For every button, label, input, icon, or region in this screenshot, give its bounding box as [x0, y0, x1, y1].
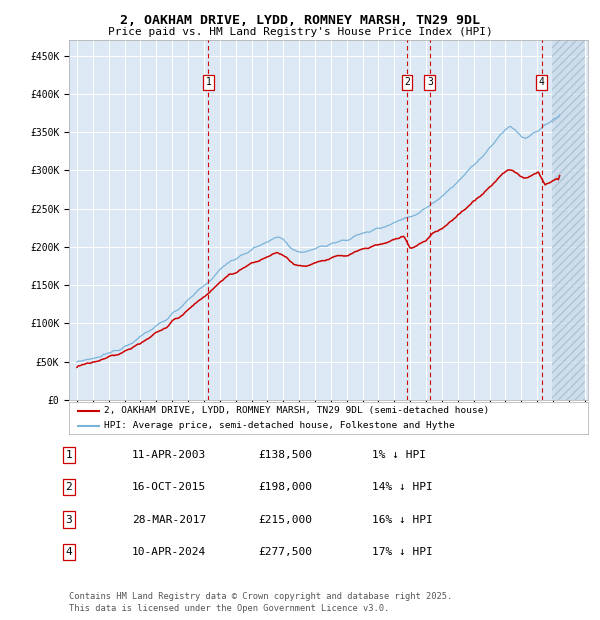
Text: 16-OCT-2015: 16-OCT-2015 [132, 482, 206, 492]
Text: 11-APR-2003: 11-APR-2003 [132, 450, 206, 460]
Polygon shape [552, 40, 585, 400]
Text: 3: 3 [427, 78, 433, 87]
Text: 1: 1 [205, 78, 211, 87]
Text: 1% ↓ HPI: 1% ↓ HPI [372, 450, 426, 460]
Text: 2, OAKHAM DRIVE, LYDD, ROMNEY MARSH, TN29 9DL (semi-detached house): 2, OAKHAM DRIVE, LYDD, ROMNEY MARSH, TN2… [104, 406, 490, 415]
Text: 4: 4 [65, 547, 73, 557]
Text: 2, OAKHAM DRIVE, LYDD, ROMNEY MARSH, TN29 9DL: 2, OAKHAM DRIVE, LYDD, ROMNEY MARSH, TN2… [120, 14, 480, 27]
Text: 10-APR-2024: 10-APR-2024 [132, 547, 206, 557]
Text: 16% ↓ HPI: 16% ↓ HPI [372, 515, 433, 525]
Text: £138,500: £138,500 [258, 450, 312, 460]
Text: £215,000: £215,000 [258, 515, 312, 525]
Text: 3: 3 [65, 515, 73, 525]
Text: £277,500: £277,500 [258, 547, 312, 557]
Text: HPI: Average price, semi-detached house, Folkestone and Hythe: HPI: Average price, semi-detached house,… [104, 422, 455, 430]
Text: 17% ↓ HPI: 17% ↓ HPI [372, 547, 433, 557]
Text: 2: 2 [404, 78, 410, 87]
Text: Contains HM Land Registry data © Crown copyright and database right 2025.: Contains HM Land Registry data © Crown c… [69, 592, 452, 601]
Text: 4: 4 [539, 78, 545, 87]
Text: £198,000: £198,000 [258, 482, 312, 492]
Text: 1: 1 [65, 450, 73, 460]
Text: 28-MAR-2017: 28-MAR-2017 [132, 515, 206, 525]
Text: This data is licensed under the Open Government Licence v3.0.: This data is licensed under the Open Gov… [69, 603, 389, 613]
Text: Price paid vs. HM Land Registry's House Price Index (HPI): Price paid vs. HM Land Registry's House … [107, 27, 493, 37]
Text: 14% ↓ HPI: 14% ↓ HPI [372, 482, 433, 492]
Text: 2: 2 [65, 482, 73, 492]
